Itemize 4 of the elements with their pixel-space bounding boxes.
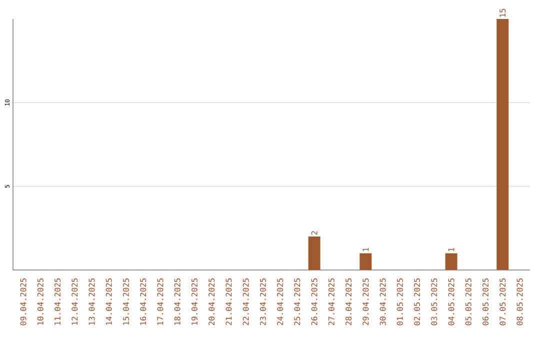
bar <box>360 253 372 270</box>
bar <box>308 236 320 270</box>
bar <box>445 253 458 270</box>
bar <box>496 18 509 270</box>
